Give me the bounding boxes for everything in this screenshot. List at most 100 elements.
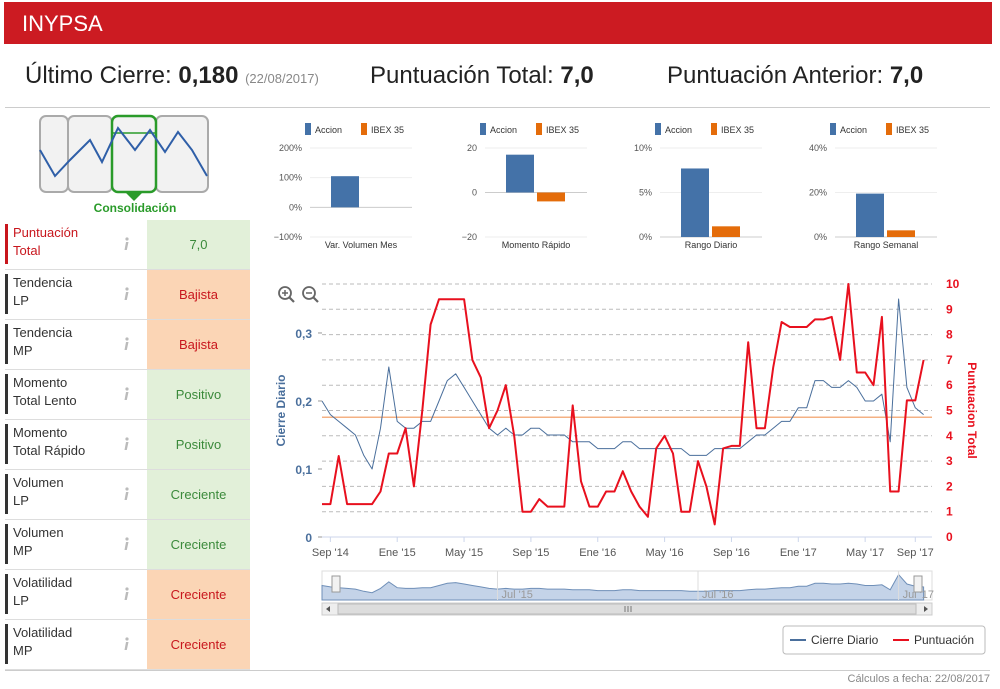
indicator-value: 7,0 xyxy=(147,220,250,269)
info-icon[interactable] xyxy=(121,586,131,602)
y2-tick-label: 6 xyxy=(946,378,953,392)
indicator-row: Momento Total Rápido Positivo xyxy=(5,420,250,470)
indicator-value: Positivo xyxy=(147,420,250,469)
navigator-tick-label: Jul '15 xyxy=(501,589,532,601)
legend-label: IBEX 35 xyxy=(371,125,404,135)
info-icon[interactable] xyxy=(121,286,131,302)
bar xyxy=(887,230,915,237)
x-tick-label: Ene '16 xyxy=(579,547,616,559)
y2-tick-label: 10 xyxy=(946,277,960,291)
x-tick-label: Rango Diario xyxy=(685,240,738,250)
legend-swatch xyxy=(361,123,367,135)
y-tick-label: 100% xyxy=(279,173,302,183)
y2-tick-label: 7 xyxy=(946,353,953,367)
navigator-area xyxy=(321,573,925,601)
y-tick-label: 10% xyxy=(634,143,652,153)
legend-label: Accion xyxy=(315,125,342,135)
indicator-label: Momento Total Lento xyxy=(5,374,113,414)
y-tick-label: −100% xyxy=(274,232,302,242)
legend-swatch xyxy=(711,123,717,135)
y2-tick-label: 5 xyxy=(946,404,953,418)
series-line xyxy=(321,298,924,470)
indicator-value: Bajista xyxy=(147,270,250,319)
y-tick-label: 20% xyxy=(809,188,827,198)
legend-swatch xyxy=(480,123,486,135)
x-tick-label: Ene '15 xyxy=(379,547,416,559)
x-tick-label: Var. Volumen Mes xyxy=(325,240,398,250)
y-tick-label: 0,1 xyxy=(295,463,312,477)
navigator-tick-label: Jul '17 xyxy=(903,589,934,601)
indicator-row: Tendencia MP Bajista xyxy=(5,320,250,370)
y-tick-label: 0% xyxy=(814,232,827,242)
y2-tick-label: 1 xyxy=(946,505,953,519)
info-icon[interactable] xyxy=(121,636,131,652)
indicator-label: Volumen LP xyxy=(5,474,113,514)
legend-label: Puntuación xyxy=(914,633,974,647)
indicator-row: Tendencia LP Bajista xyxy=(5,270,250,320)
scrollbar xyxy=(321,602,933,616)
indicator-row: Puntuación Total 7,0 xyxy=(5,220,250,270)
indicator-value: Creciente xyxy=(147,570,250,619)
y-tick-label: 0% xyxy=(289,202,302,212)
y-tick-label: 20 xyxy=(467,143,477,153)
y-tick-label: 40% xyxy=(809,143,827,153)
indicator-row: Volatilidad LP Creciente xyxy=(5,570,250,620)
last-close: Último Cierre: 0,180 (22/08/2017) xyxy=(25,62,319,90)
x-tick-label: Rango Semanal xyxy=(854,240,919,250)
bar xyxy=(681,168,709,237)
bar xyxy=(506,154,534,193)
y2-axis-title: Puntuacion Total xyxy=(965,362,979,458)
y2-tick-label: 9 xyxy=(946,302,953,316)
pattern-icon: Consolidación xyxy=(39,114,209,215)
legend-swatch xyxy=(655,123,661,135)
indicator-row: Momento Total Lento Positivo xyxy=(5,370,250,420)
legend-label: Accion xyxy=(840,125,867,135)
indicator-row: Volumen LP Creciente xyxy=(5,470,250,520)
indicator-value: Bajista xyxy=(147,320,250,369)
legend-swatch xyxy=(830,123,836,135)
info-icon[interactable] xyxy=(121,486,131,502)
indicator-label: Volatilidad LP xyxy=(5,574,113,614)
x-tick-label: May '15 xyxy=(445,547,483,559)
legend-box xyxy=(782,625,986,655)
value: 7,0 xyxy=(560,62,594,89)
y2-tick-label: 8 xyxy=(946,328,953,342)
y-tick-label: 0,2 xyxy=(295,395,312,409)
bar xyxy=(537,192,565,202)
legend-label: IBEX 35 xyxy=(546,125,579,135)
y-tick-label: 0 xyxy=(305,531,312,545)
info-icon[interactable] xyxy=(121,536,131,552)
bar xyxy=(856,193,884,237)
x-tick-label: Ene '17 xyxy=(780,547,817,559)
value: 7,0 xyxy=(889,62,924,89)
total-score: Puntuación Total: 7,0 xyxy=(370,62,594,90)
legend-swatch xyxy=(536,123,542,135)
info-icon[interactable] xyxy=(121,236,131,252)
indicator-row: Volatilidad MP Creciente xyxy=(5,620,250,670)
x-tick-label: May '16 xyxy=(646,547,684,559)
y2-tick-label: 2 xyxy=(946,479,953,493)
indicator-value: Positivo xyxy=(147,370,250,419)
footer: Cálculos a fecha: 22/08/2017 xyxy=(847,673,991,685)
y-tick-label: −20 xyxy=(462,232,477,242)
y-tick-label: 200% xyxy=(279,143,302,153)
x-tick-label: Sep '15 xyxy=(512,547,549,559)
legend-label: Accion xyxy=(490,125,517,135)
app-title: INYPSA xyxy=(22,11,103,36)
legend-swatch xyxy=(305,123,311,135)
indicator-label: Tendencia LP xyxy=(5,274,113,314)
label: Puntuación Total: xyxy=(370,62,554,89)
info-icon[interactable] xyxy=(121,436,131,452)
indicator-value: Creciente xyxy=(147,470,250,519)
info-icon[interactable] xyxy=(121,386,131,402)
info-icon[interactable] xyxy=(121,336,131,352)
legend-label: IBEX 35 xyxy=(721,125,754,135)
pattern-label: Consolidación xyxy=(94,201,177,215)
y2-tick-label: 4 xyxy=(946,429,953,443)
y2-tick-label: 3 xyxy=(946,454,953,468)
label: Puntuación Anterior: xyxy=(667,62,884,89)
indicator-row: Volumen MP Creciente xyxy=(5,520,250,570)
separator xyxy=(5,107,990,108)
